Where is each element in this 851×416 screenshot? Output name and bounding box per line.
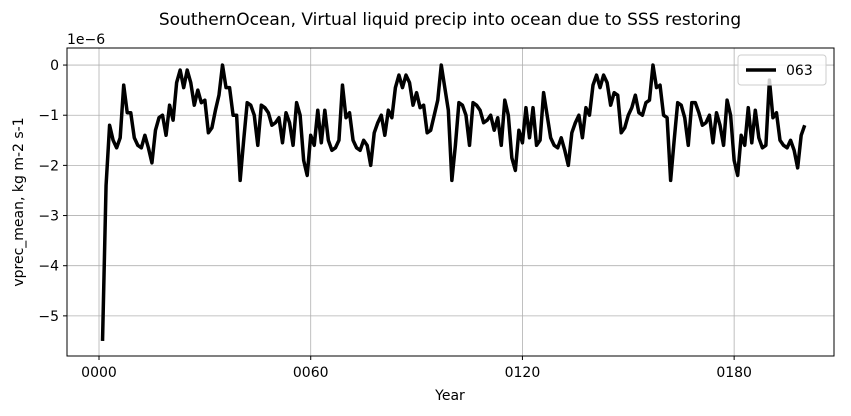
y-tick-label: −1: [38, 108, 59, 124]
legend-box: [737, 54, 827, 86]
y-tick-label: −4: [38, 259, 59, 275]
x-tick-label: 0180: [716, 365, 752, 381]
y-tick-label: 0: [50, 58, 59, 74]
x-tick-label: 0060: [293, 365, 329, 381]
y-axis-label: vprec_mean, kg m-2 s-1: [11, 117, 27, 286]
legend-label: 063: [786, 63, 813, 79]
x-tick-label: 0000: [81, 365, 117, 381]
y-tick-label: −2: [38, 158, 59, 174]
data-line: [100, 63, 807, 341]
x-tick-label: 0120: [505, 365, 541, 381]
chart-title: SouthernOcean, Virtual liquid precip int…: [159, 10, 741, 30]
y-tick-label: −5: [38, 309, 59, 325]
x-axis-label: Year: [434, 388, 465, 404]
y-tick-label: −3: [38, 209, 59, 225]
plot-frame: [66, 47, 835, 357]
offset-label: 1e−6: [67, 32, 105, 48]
